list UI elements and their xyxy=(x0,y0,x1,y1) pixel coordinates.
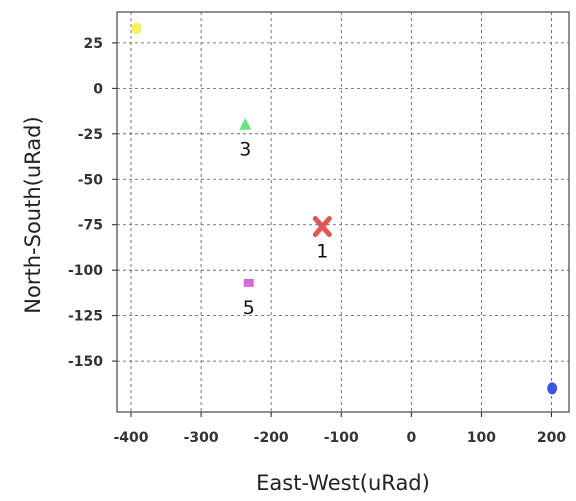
point-label: 1 xyxy=(316,241,328,263)
point-label: 3 xyxy=(239,139,251,161)
y-axis-ticks: 25 0 -25 -50 -75 -100 -125 -150 xyxy=(68,36,117,370)
y-tick-label: 25 xyxy=(84,36,103,52)
y-tick-label: 0 xyxy=(93,81,103,97)
plot-area xyxy=(116,11,570,413)
data-point xyxy=(547,382,558,395)
circle-marker xyxy=(131,22,142,35)
data-point: 1 xyxy=(312,216,332,263)
x-tick-label: -200 xyxy=(254,430,289,446)
x-tick-label: -400 xyxy=(113,430,148,446)
x-tick-label: 200 xyxy=(537,430,566,446)
circle-marker xyxy=(547,382,558,395)
data-point xyxy=(131,22,142,35)
x-marker xyxy=(312,216,332,238)
data-points: 3 1 5 xyxy=(131,22,558,395)
square-marker xyxy=(243,278,254,287)
x-tick-label: -300 xyxy=(184,430,219,446)
y-axis-label: North-South(uRad) xyxy=(21,116,45,313)
y-tick-label: -125 xyxy=(68,309,103,325)
x-tick-label: 100 xyxy=(467,430,496,446)
data-point: 5 xyxy=(243,278,255,319)
x-tick-label: -100 xyxy=(324,430,359,446)
y-tick-label: -150 xyxy=(68,354,103,370)
x-axis-ticks: -400 -300 -200 -100 0 100 200 xyxy=(113,412,566,446)
y-tick-label: -50 xyxy=(78,172,104,188)
triangle-marker xyxy=(239,117,252,130)
x-axis-label: East-West(uRad) xyxy=(256,471,430,495)
data-point: 3 xyxy=(239,117,252,161)
y-tick-label: -25 xyxy=(78,127,103,143)
grid xyxy=(117,12,569,412)
y-tick-label: -75 xyxy=(78,218,103,234)
x-tick-label: 0 xyxy=(406,430,416,446)
y-tick-label: -100 xyxy=(68,263,103,279)
point-label: 5 xyxy=(243,297,255,319)
